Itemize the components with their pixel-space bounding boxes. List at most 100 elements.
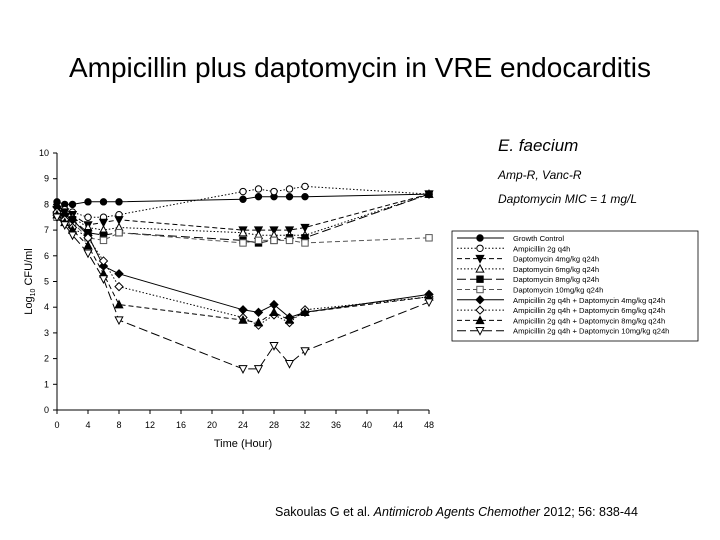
series-line xyxy=(56,211,430,326)
data-point xyxy=(285,236,294,245)
data-point xyxy=(270,236,278,245)
legend-marker xyxy=(476,275,484,283)
citation-details: 2012; 56: 838-44 xyxy=(539,505,638,519)
series-10 xyxy=(52,213,434,374)
x-tick-label: 12 xyxy=(145,420,155,430)
legend-label: Daptomycin 4mg/kg q24h xyxy=(513,255,599,264)
legend-label: Ampicillin 2g q4h + Daptomycin 10mg/kg q… xyxy=(513,327,669,336)
data-point xyxy=(301,182,309,191)
data-point xyxy=(239,187,247,196)
x-axis-label: Time (Hour) xyxy=(214,438,272,450)
legend-item: Daptomycin 10mg/kg q24h xyxy=(457,286,603,295)
legend-label: Ampicillin 2g q4h + Daptomycin 6mg/kg q2… xyxy=(513,306,665,315)
y-tick-label: 9 xyxy=(44,174,49,184)
data-point xyxy=(115,228,123,237)
data-point xyxy=(424,298,434,308)
data-point xyxy=(67,231,78,241)
legend-item: Ampicillin 2g q4h xyxy=(457,244,570,253)
y-tick-label: 8 xyxy=(44,199,49,209)
data-point xyxy=(99,236,108,245)
x-tick-label: 20 xyxy=(207,420,217,430)
series-line xyxy=(56,206,430,319)
legend-marker xyxy=(476,285,484,294)
legend-item: Daptomycin 4mg/kg q24h xyxy=(457,255,599,264)
data-point xyxy=(269,342,279,351)
data-point xyxy=(253,307,264,318)
legend-label: Growth Control xyxy=(513,234,564,243)
data-point xyxy=(254,185,263,193)
x-tick-label: 16 xyxy=(176,420,186,430)
data-point xyxy=(284,314,295,324)
y-tick-label: 5 xyxy=(44,277,49,287)
data-point xyxy=(115,198,123,206)
y-tick-label: 10 xyxy=(39,148,49,158)
data-point xyxy=(83,249,93,259)
data-point xyxy=(253,365,264,374)
data-point xyxy=(285,192,294,201)
data-point xyxy=(270,187,278,196)
legend-marker xyxy=(475,254,485,264)
data-point xyxy=(239,239,247,247)
data-point xyxy=(98,218,109,228)
data-point xyxy=(114,281,124,292)
x-tick-label: 24 xyxy=(238,420,248,430)
series-7 xyxy=(52,202,434,323)
data-point xyxy=(269,307,279,317)
legend-item: Ampicillin 2g q4h + Daptomycin 8mg/kg q2… xyxy=(457,315,665,325)
x-tick-label: 28 xyxy=(269,420,279,430)
data-point xyxy=(300,347,310,356)
data-point xyxy=(425,234,433,242)
legend-box xyxy=(451,230,699,342)
data-point xyxy=(83,240,93,250)
data-point xyxy=(114,299,124,309)
y-tick-label: 4 xyxy=(44,302,49,312)
data-point xyxy=(254,236,263,245)
x-tick-label: 48 xyxy=(424,420,434,430)
data-point xyxy=(253,317,264,327)
legend-marker xyxy=(475,315,485,325)
slide-title: Ampicillin plus daptomycin in VRE endoca… xyxy=(68,52,652,83)
x-tick-label: 40 xyxy=(362,420,372,430)
data-point xyxy=(114,316,124,326)
citation: Sakoulas G et al. Antimicrob Agents Chem… xyxy=(275,505,638,519)
citation-journal: Antimicrob Agents Chemother xyxy=(373,505,540,519)
data-point xyxy=(425,190,433,198)
data-point xyxy=(52,213,62,223)
x-tick-label: 44 xyxy=(393,420,403,430)
x-tick-label: 0 xyxy=(54,420,59,430)
data-point xyxy=(98,275,109,285)
y-tick-label: 6 xyxy=(44,251,49,261)
legend-marker xyxy=(475,327,485,336)
legend-label: Ampicillin 2g q4h + Daptomycin 8mg/kg q2… xyxy=(513,316,665,325)
data-point xyxy=(284,360,295,369)
mic-label: Daptomycin MIC = 1 mg/L xyxy=(498,192,638,206)
data-point xyxy=(238,305,248,315)
y-axis-label: Log10 CFU/ml xyxy=(23,248,37,314)
data-point xyxy=(98,256,109,266)
data-point xyxy=(60,221,70,231)
x-tick-label: 36 xyxy=(331,420,341,430)
y-tick-label: 0 xyxy=(44,405,49,415)
data-point xyxy=(285,185,294,193)
x-tick-label: 32 xyxy=(300,420,310,430)
legend-item: Growth Control xyxy=(457,234,564,243)
y-tick-label: 1 xyxy=(44,379,49,389)
legend-label: Daptomycin 6mg/kg q24h xyxy=(513,265,599,274)
organism-label: E. faecium xyxy=(498,136,579,155)
y-tick-label: 3 xyxy=(44,328,49,338)
data-point xyxy=(300,307,310,317)
legend-item: Daptomycin 6mg/kg q24h xyxy=(457,263,599,274)
legend-marker xyxy=(475,305,485,315)
legend-marker xyxy=(475,295,485,305)
legend-item: Ampicillin 2g q4h + Daptomycin 6mg/kg q2… xyxy=(457,305,665,315)
data-point xyxy=(68,200,77,209)
data-point xyxy=(84,213,92,221)
data-point xyxy=(114,269,124,279)
citation-authors: Sakoulas G et al. xyxy=(275,505,374,519)
data-point xyxy=(238,227,248,237)
y-tick-label: 7 xyxy=(44,225,49,235)
series-9 xyxy=(52,209,434,327)
legend-label: Daptomycin 10mg/kg q24h xyxy=(513,286,603,295)
